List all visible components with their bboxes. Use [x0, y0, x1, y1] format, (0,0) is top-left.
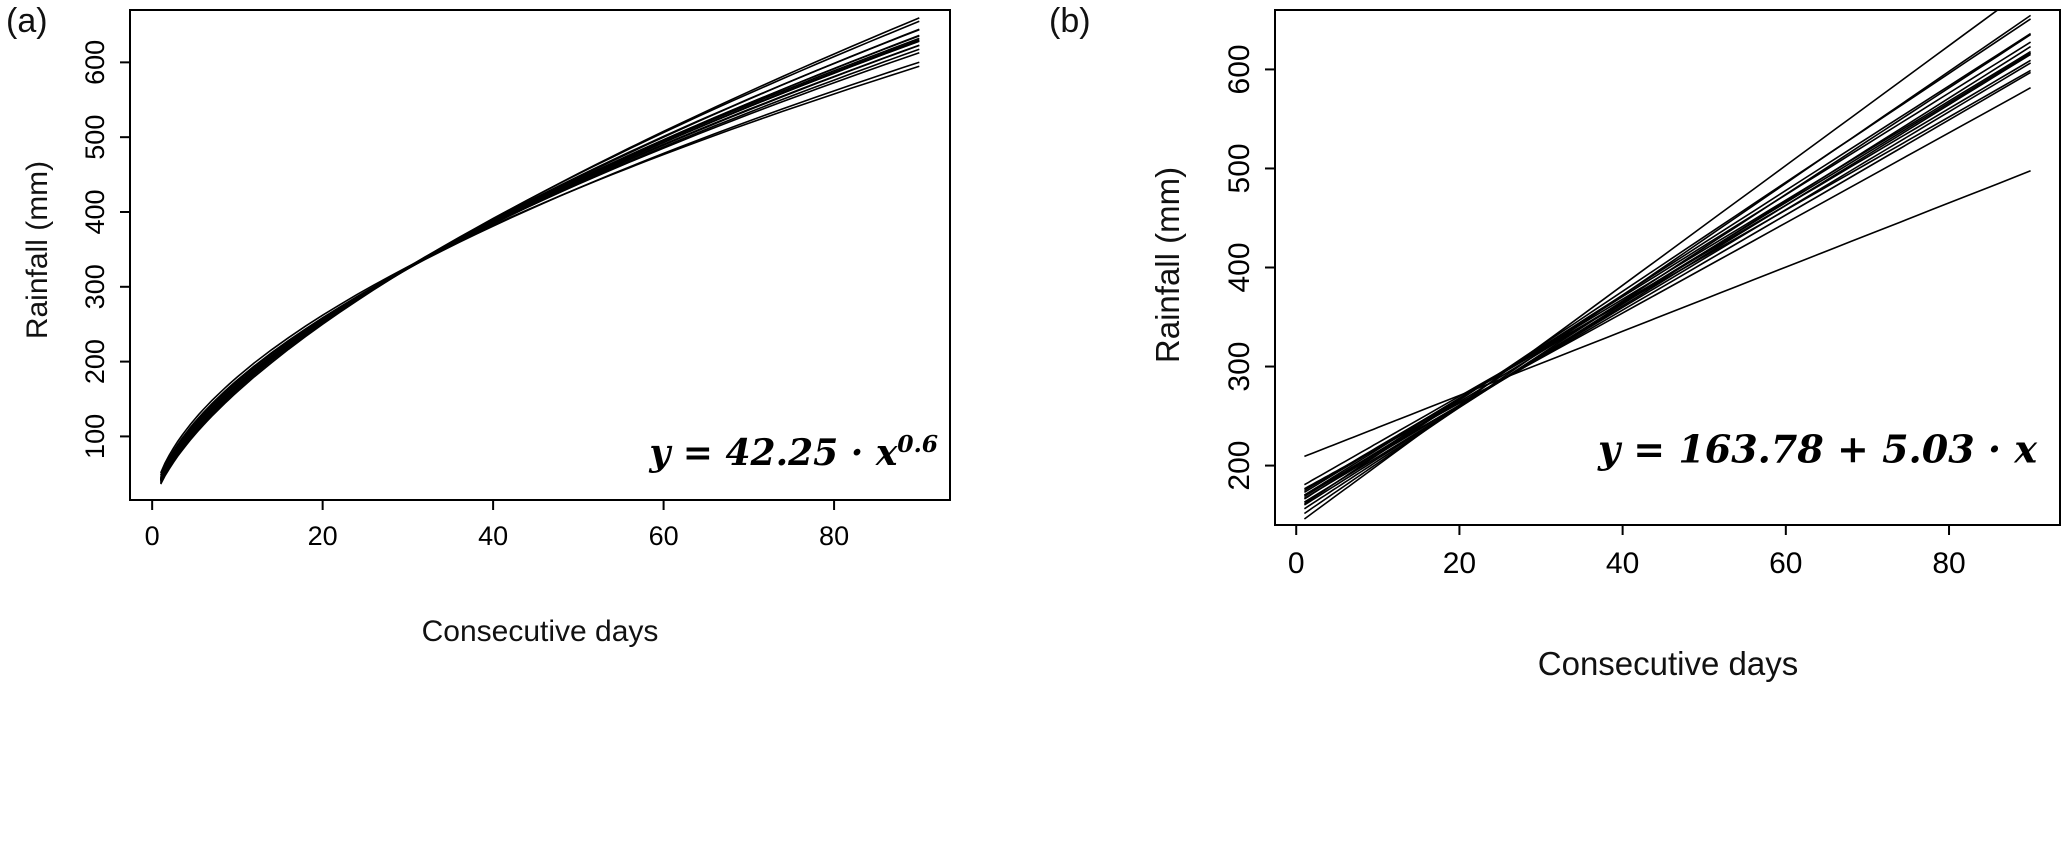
x-tick-label: 0 — [1288, 547, 1305, 580]
x-tick-label: 20 — [1443, 547, 1476, 580]
fit-curve — [159, 40, 920, 480]
fit-curve — [159, 61, 920, 476]
panel-a-equation: y = 42.25 · x0.6 — [649, 430, 938, 474]
x-tick-label: 80 — [819, 521, 849, 551]
y-tick-label: 600 — [80, 40, 110, 85]
fit-curve — [159, 28, 920, 483]
plot-svg-a: 0 20 40 60 80 100 200 300 400 500 600 — [80, 9, 951, 551]
fit-curve — [159, 44, 920, 479]
y-tick-label: 500 — [1223, 143, 1256, 193]
panel-a: 0 20 40 60 80 100 200 300 400 500 600 (a) Rainfall… — [0, 0, 1033, 868]
fit-curve — [1304, 170, 2031, 458]
panel-b: 0 20 40 60 80 200 300 400 500 600 (b) Rainfall (m… — [1033, 0, 2067, 868]
x-tick-label: 40 — [478, 521, 508, 551]
y-tick-label: 100 — [80, 414, 110, 459]
fit-curve — [1303, 50, 2032, 493]
x-tick-label: 20 — [308, 521, 338, 551]
equation-text: y = 163.78 + 5.03 · x — [1597, 426, 2037, 472]
y-tick-label: 200 — [80, 339, 110, 384]
panel-b-y-axis-label: Rainfall (mm) — [1149, 166, 1186, 364]
fit-curve — [159, 51, 920, 478]
y-tick-label: 600 — [1223, 44, 1256, 94]
fit-curve — [1303, 52, 2032, 498]
fit-curve — [1303, 33, 2032, 510]
y-tick-label: 400 — [1223, 242, 1256, 292]
fit-curve — [159, 39, 920, 481]
fit-curve — [1303, 32, 2032, 500]
panel-a-x-axis-label: Consecutive days — [421, 615, 659, 648]
panel-b-equation: y = 163.78 + 5.03 · x — [1598, 426, 2037, 472]
x-tick-label: 80 — [1932, 547, 1965, 580]
y-tick-label: 400 — [80, 189, 110, 234]
fit-curve — [159, 34, 920, 482]
x-tick-label: 60 — [1769, 547, 1802, 580]
fit-curves-group — [1303, 10, 2032, 520]
x-tick-label: 60 — [649, 521, 679, 551]
y-tick-label: 200 — [1223, 441, 1256, 491]
fit-curve — [159, 37, 920, 481]
equation-exponent: 0.6 — [897, 430, 938, 458]
fit-curve — [159, 40, 920, 480]
fit-curve — [159, 28, 920, 482]
panel-a-y-axis-label: Rainfall (mm) — [21, 160, 54, 340]
fit-curve — [1303, 45, 2032, 506]
fit-curves-group — [159, 17, 920, 485]
y-tick-label: 300 — [1223, 342, 1256, 392]
plot-box — [129, 9, 951, 501]
plot-svg-b: 0 20 40 60 80 200 300 400 500 600 — [1223, 9, 2061, 580]
fit-curve — [1303, 14, 2032, 515]
y-tick-label: 500 — [80, 115, 110, 160]
x-tick-label: 40 — [1606, 547, 1639, 580]
fit-curve — [1303, 10, 1999, 520]
equation-text: y = 42.25 · x — [649, 432, 898, 474]
panel-a-label: (a) — [6, 2, 48, 40]
panel-b-x-axis-label: Consecutive days — [1537, 645, 1799, 682]
fit-curve — [159, 17, 920, 485]
y-tick-label: 300 — [80, 264, 110, 309]
x-tick-label: 0 — [145, 521, 160, 551]
fit-curve — [159, 44, 920, 480]
fit-curve — [159, 65, 920, 474]
fit-curve — [159, 48, 920, 479]
fit-curve — [159, 35, 920, 481]
panel-b-label: (b) — [1049, 2, 1091, 40]
